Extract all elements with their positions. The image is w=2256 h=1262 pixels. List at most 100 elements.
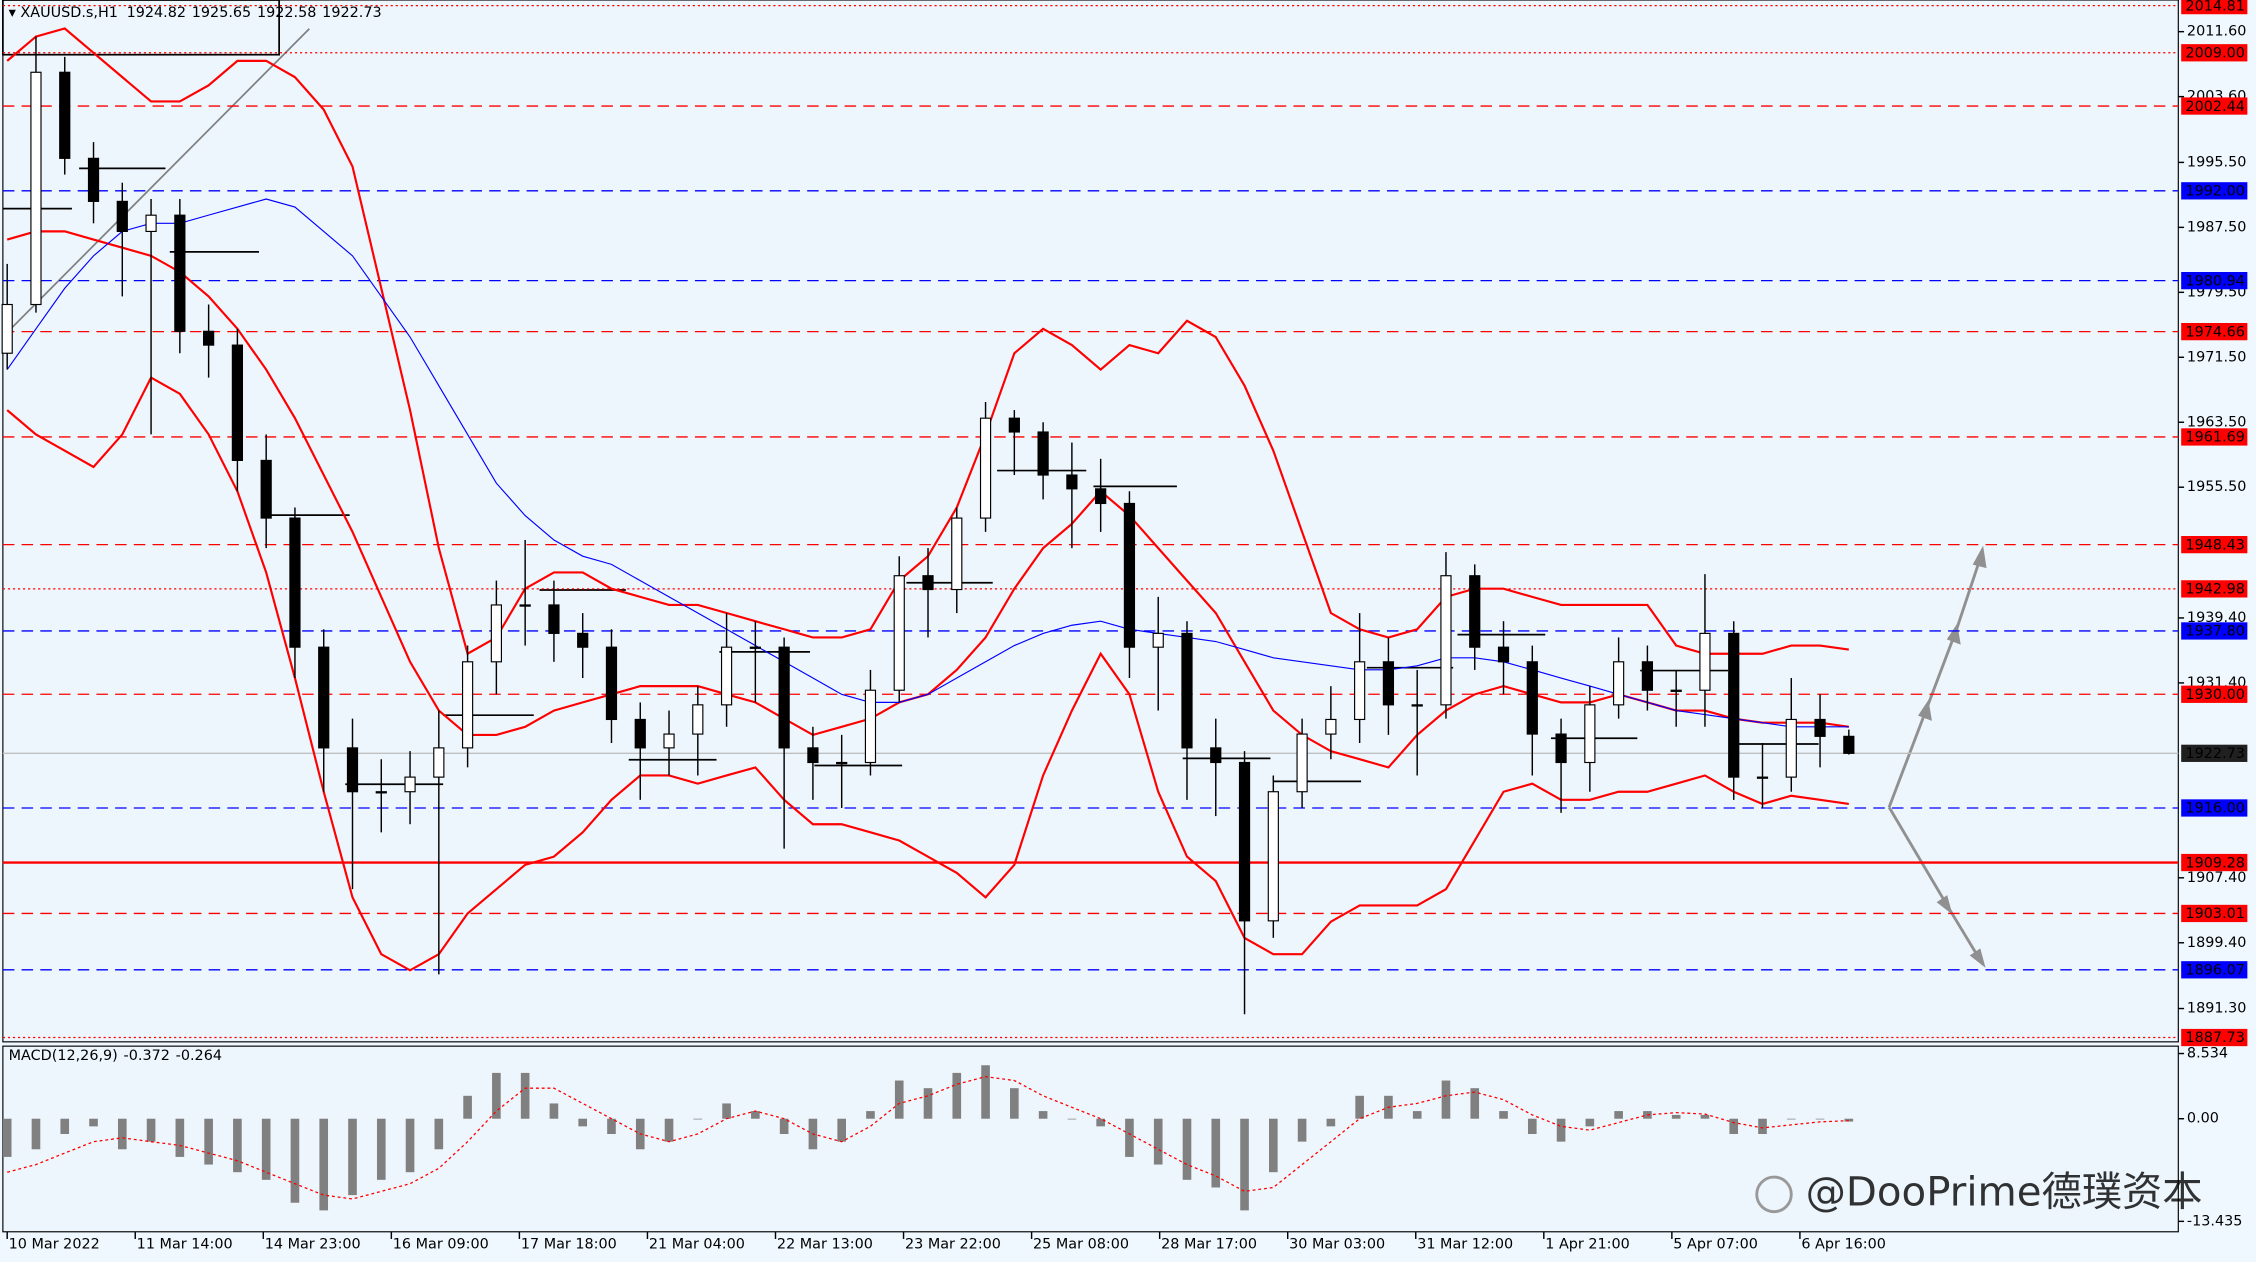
macd-bar <box>1614 1111 1623 1119</box>
y-tick-label: 1987.50 <box>2187 219 2246 235</box>
level-label: 2009.00 <box>2186 46 2245 62</box>
macd-bar <box>607 1118 616 1135</box>
x-tick-label: 23 Mar 22:00 <box>905 1237 1001 1253</box>
level-label-box <box>2181 44 2248 62</box>
candle-body <box>1641 661 1654 691</box>
candle-body <box>1210 747 1222 764</box>
candle-body <box>749 646 761 649</box>
macd-bar <box>2 1118 12 1157</box>
level-label-box <box>2181 744 2248 762</box>
low-value: 1922.58 <box>257 5 316 21</box>
level-label: 1903.01 <box>2186 906 2245 922</box>
level-label: 1909.28 <box>2186 855 2245 871</box>
level-label: 1922.73 <box>2186 746 2245 762</box>
y-tick-label: 1891.30 <box>2187 1001 2246 1017</box>
level-label: 1961.69 <box>2186 430 2245 446</box>
macd-tick-label: 0.00 <box>2187 1111 2219 1127</box>
candle-body <box>864 689 877 764</box>
macd-name: MACD(12,26,9) <box>9 1048 118 1064</box>
macd-bar <box>520 1072 530 1119</box>
macd-bar <box>1182 1118 1192 1180</box>
macd-bar <box>779 1118 789 1135</box>
x-tick-label: 11 Mar 14:00 <box>137 1237 233 1253</box>
macd-bar <box>1096 1118 1105 1127</box>
candle-body <box>1296 733 1308 793</box>
candle-body <box>1037 431 1049 476</box>
candle-body <box>605 646 618 721</box>
candle-body <box>807 747 819 764</box>
macd-bar <box>1297 1118 1307 1142</box>
candle-body <box>289 517 301 648</box>
macd-bar <box>1067 1118 1077 1120</box>
macd-bar <box>60 1118 70 1135</box>
candle-body <box>1354 661 1366 721</box>
level-label-box <box>2181 182 2248 200</box>
macd-bar <box>434 1118 444 1150</box>
macd-bar <box>348 1118 357 1196</box>
macd-bar <box>894 1080 904 1119</box>
x-tick-label: 30 Mar 03:00 <box>1289 1237 1385 1253</box>
level-label: 1992.00 <box>2186 184 2245 200</box>
macd-bar <box>1700 1114 1710 1119</box>
candle-body <box>1 303 13 354</box>
macd-bar <box>1038 1111 1048 1119</box>
macd-bar <box>1010 1088 1019 1119</box>
overlay-line <box>6 198 1849 728</box>
macd-bar <box>1844 1118 1854 1122</box>
level-label-box <box>2181 272 2248 290</box>
candle-body <box>145 214 157 233</box>
level-label-box <box>2181 97 2248 115</box>
signal-line <box>7 1075 1849 1200</box>
level-label-box <box>2181 961 2248 979</box>
candle-body <box>548 604 560 634</box>
macd-bar <box>1729 1118 1739 1135</box>
macd-panel <box>2 1045 2179 1233</box>
candle-body <box>1497 646 1510 663</box>
macd-bar <box>1815 1118 1825 1120</box>
candle-body <box>836 761 848 765</box>
x-tick-label: 21 Mar 04:00 <box>649 1237 745 1253</box>
candle-body <box>116 200 128 233</box>
candle-body <box>1785 718 1797 778</box>
macd-bar <box>376 1118 386 1180</box>
x-tick-label: 28 Mar 17:00 <box>1161 1237 1257 1253</box>
y-tick-label: 2011.60 <box>2187 24 2246 40</box>
candle-body <box>778 646 790 749</box>
macd-bar <box>866 1111 875 1119</box>
candle-body <box>1008 417 1020 433</box>
candle-body <box>634 718 646 749</box>
macd-tick-label: 8.534 <box>2187 1046 2228 1062</box>
macd-bar <box>319 1118 329 1211</box>
macd-bar <box>923 1088 933 1119</box>
y-tick-label: 1971.50 <box>2187 349 2246 365</box>
open-value: 1924.82 <box>127 5 186 21</box>
candle-body <box>951 517 963 591</box>
candle-body <box>30 71 42 306</box>
candle-body <box>519 604 531 607</box>
level-label-box <box>2181 622 2248 640</box>
x-tick-label: 6 Apr 16:00 <box>1801 1237 1886 1253</box>
macd-bar <box>578 1118 588 1127</box>
macd-bar <box>1412 1111 1422 1119</box>
macd-bar <box>1758 1118 1767 1135</box>
candle-body <box>720 646 733 706</box>
candle-body <box>979 417 992 519</box>
candle-body <box>1238 761 1251 922</box>
candle-body <box>375 791 387 794</box>
candle-body <box>1095 488 1107 505</box>
candle-body <box>577 632 589 648</box>
candle-body <box>433 747 445 778</box>
macd-bar <box>1556 1118 1566 1142</box>
candle-body <box>1181 632 1193 749</box>
close-value: 1922.73 <box>322 5 381 21</box>
y-tick-label: 1963.50 <box>2187 414 2246 430</box>
candle-body <box>1526 661 1538 735</box>
macd-bar <box>1585 1118 1595 1127</box>
macd-tick-label: -13.435 <box>2187 1213 2242 1229</box>
macd-bar <box>146 1118 156 1142</box>
level-label: 1948.43 <box>2186 537 2245 553</box>
macd-bar <box>1499 1111 1508 1119</box>
macd-header: MACD(12,26,9) -0.372 -0.264 <box>9 1048 222 1064</box>
x-tick-label: 25 Mar 08:00 <box>1033 1237 1129 1253</box>
